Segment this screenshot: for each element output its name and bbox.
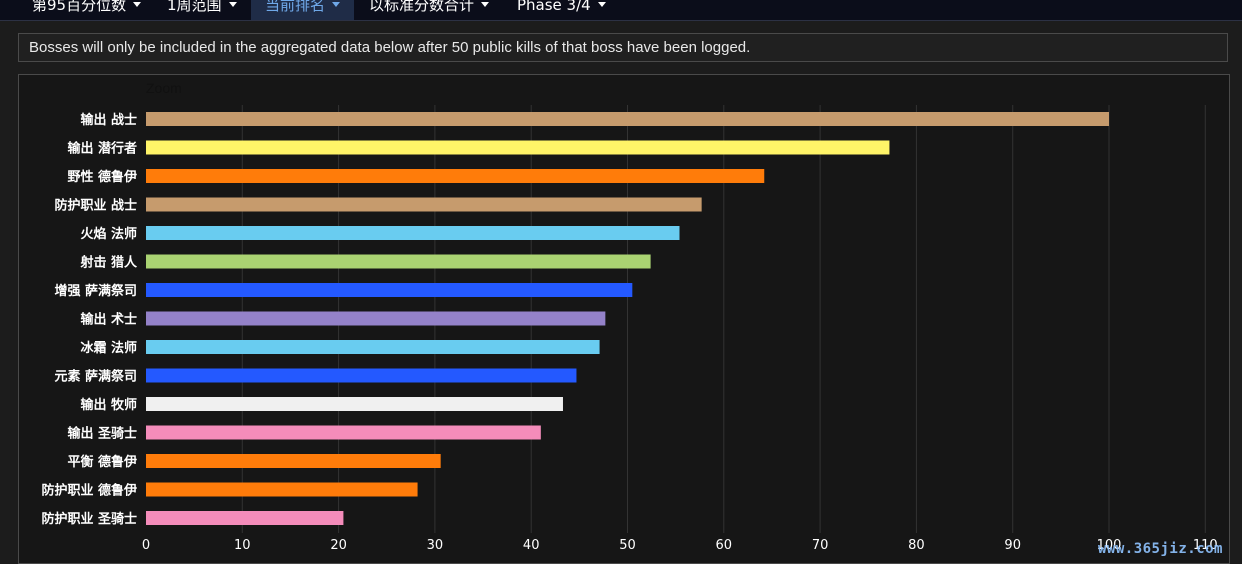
- bar[interactable]: [146, 340, 600, 354]
- percentile-dropdown-label: 第95百分位数: [32, 0, 127, 14]
- bar[interactable]: [146, 283, 633, 297]
- chevron-down-icon: [332, 2, 341, 7]
- x-tick-label: 50: [619, 538, 636, 553]
- aggregation-dropdown[interactable]: 以标准分数合计: [355, 0, 503, 20]
- x-tick-labels: 0 10 20 30 40 50 60 70 80 90 100 110: [142, 538, 1218, 553]
- percentile-dropdown[interactable]: 第95百分位数: [18, 0, 155, 20]
- aggregation-dropdown-label: 以标准分数合计: [369, 0, 475, 14]
- bar[interactable]: [146, 197, 702, 212]
- chevron-down-icon: [597, 2, 606, 7]
- category-label: 输出 圣骑士: [67, 426, 137, 442]
- category-label: 冰霜 法师: [80, 340, 137, 356]
- top-toolbar: 第95百分位数 1周范围 当前排名 以标准分数合计 Phase 3/4: [0, 0, 1242, 21]
- ranking-mode-dropdown[interactable]: 当前排名: [251, 0, 355, 20]
- bar[interactable]: [146, 311, 606, 326]
- bar[interactable]: [146, 254, 651, 269]
- bar[interactable]: [146, 454, 441, 468]
- x-tick-label: 70: [812, 538, 829, 553]
- category-label: 输出 战士: [80, 112, 137, 128]
- category-label: 防护职业 战士: [54, 198, 137, 214]
- category-label: 输出 术士: [80, 312, 137, 328]
- chevron-down-icon: [228, 2, 237, 7]
- category-label: 防护职业 德鲁伊: [41, 483, 137, 499]
- bar[interactable]: [146, 112, 1109, 126]
- x-tick-label: 10: [234, 538, 251, 553]
- ranking-mode-dropdown-label: 当前排名: [265, 0, 326, 14]
- zoom-button[interactable]: Zoom: [146, 80, 182, 96]
- bar[interactable]: [146, 397, 563, 411]
- watermark: www.365jiz.com: [1097, 541, 1223, 557]
- bar[interactable]: [146, 511, 344, 525]
- category-label: 输出 牧师: [80, 397, 137, 413]
- time-range-dropdown[interactable]: 1周范围: [153, 0, 251, 20]
- info-notice: Bosses will only be included in the aggr…: [18, 33, 1228, 62]
- chart-panel: Zoom 输出 战士输出 潜行者 野性 德鲁伊防护职业 战士火焰 法师射击 猎人增…: [18, 74, 1230, 564]
- category-label: 元素 萨满祭司: [54, 369, 137, 385]
- x-tick-label: 20: [330, 538, 347, 553]
- time-range-dropdown-label: 1周范围: [167, 0, 222, 14]
- bar[interactable]: [146, 425, 541, 440]
- x-tick-label: 40: [523, 538, 540, 553]
- category-label: 防护职业 圣骑士: [41, 511, 137, 527]
- category-label: 输出 潜行者: [67, 141, 137, 157]
- x-tick-label: 60: [716, 538, 733, 553]
- x-tick-label: 90: [1004, 538, 1021, 553]
- phase-dropdown[interactable]: Phase 3/4: [503, 0, 620, 20]
- chevron-down-icon: [133, 2, 142, 7]
- x-tick-label: 0: [142, 538, 150, 553]
- category-label: 平衡 德鲁伊: [67, 454, 137, 470]
- chevron-down-icon: [481, 2, 490, 7]
- bar[interactable]: [146, 368, 577, 383]
- x-tick-label: 80: [908, 538, 925, 553]
- category-label: 增强 萨满祭司: [54, 283, 137, 299]
- phase-dropdown-label: Phase 3/4: [517, 0, 591, 14]
- bar[interactable]: [146, 140, 890, 155]
- x-tick-label: 30: [427, 538, 444, 553]
- bars: [146, 112, 1109, 525]
- bar[interactable]: [146, 169, 765, 183]
- bar[interactable]: [146, 226, 680, 240]
- category-label: 野性 德鲁伊: [67, 169, 137, 185]
- category-label: 火焰 法师: [80, 226, 137, 242]
- category-label: 射击 猎人: [79, 255, 138, 271]
- bar[interactable]: [146, 482, 418, 497]
